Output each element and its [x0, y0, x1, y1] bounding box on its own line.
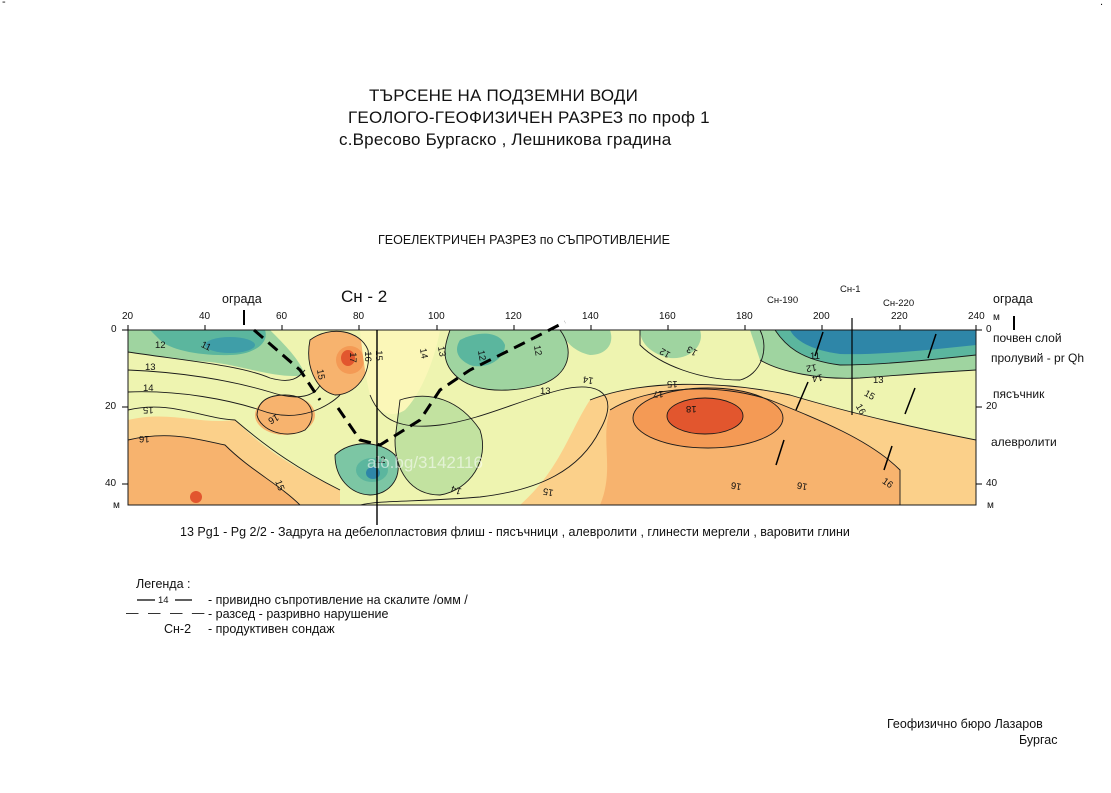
contour-label: 11: [810, 351, 820, 362]
layer-label-proluvium: пролувий - pr Qh: [991, 351, 1085, 365]
well-label-190: Сн-190: [767, 295, 799, 306]
y-unit-right-top: м: [993, 312, 1000, 323]
contour-label: 14: [582, 373, 595, 386]
well-label-220: Сн-220: [883, 298, 915, 309]
corner-mark-right: .: [1100, 0, 1104, 8]
x-tick-label: 40: [199, 311, 211, 322]
contour-label: 14: [143, 383, 154, 394]
contour-label: 12: [375, 455, 386, 466]
y-tick-label-right: 0: [986, 324, 992, 335]
contour-label: 15: [313, 368, 327, 381]
y-tick-label-left: 20: [105, 401, 117, 412]
contour-label: 13: [873, 375, 884, 386]
contour-label: 18: [686, 403, 697, 414]
y-tick-label-right: 20: [986, 401, 998, 412]
layer-label-sandstone: пясъчник: [993, 387, 1045, 401]
legend-well-symbol: Сн-2: [164, 622, 192, 636]
contour-label: 14: [416, 347, 430, 360]
contour-label: 16: [730, 479, 743, 492]
layer-label-soil: почвен слой: [993, 331, 1062, 345]
formation-note: 13 Pg1 - Pg 2/2 - Задруга на дебелопласт…: [180, 525, 850, 539]
contour-label: 12: [530, 344, 544, 357]
legend-item-fault: - разсед - разривно нарушение: [208, 607, 389, 621]
y-tick-label-right: 40: [986, 478, 998, 489]
title-line-1: ТЪРСЕНЕ НА ПОДЗЕМНИ ВОДИ: [369, 86, 639, 105]
well-label-main: Сн - 2: [341, 287, 388, 306]
layer-label-siltstone: алевролити: [991, 435, 1057, 449]
contour-label: 12: [155, 340, 166, 351]
x-tick-label: 200: [813, 311, 830, 322]
footer-company: Геофизично бюро Лазаров: [887, 717, 1043, 731]
fence-label-left: ограда: [222, 292, 262, 306]
contour-label: 17: [653, 388, 664, 399]
contour-label: 15: [542, 485, 555, 498]
x-tick-label: 120: [505, 311, 522, 322]
y-unit-right: м: [987, 500, 994, 511]
y-tick-label-left: 40: [105, 478, 117, 489]
x-tick-label: 60: [276, 311, 288, 322]
contour-label: 15: [667, 378, 678, 389]
resistivity-fill: [128, 330, 976, 505]
x-tick-label: 160: [659, 311, 676, 322]
contour-label: 13: [145, 362, 156, 373]
watermark: alo.bg/3142116: [367, 453, 483, 472]
legend-title: Легенда :: [136, 577, 191, 591]
contour-label: 16: [361, 351, 373, 362]
x-tick-label: 80: [353, 311, 365, 322]
axis-ticks: [122, 325, 982, 485]
y-tick-label-left: 0: [111, 324, 117, 335]
section-title: ГЕОЕЛЕКТРИЧЕН РАЗРЕЗ по СЪПРОТИВЛЕНИЕ: [378, 233, 670, 247]
minor-faults: [775, 331, 937, 471]
x-tick-label: 20: [122, 311, 134, 322]
legend-item-resistivity: - привидно съпротивление на скалите /омм…: [208, 593, 468, 607]
corner-mark-left: -: [2, 0, 6, 8]
contour-label: 14: [811, 371, 824, 384]
title-line-3: с.Вресово Бургаско , Лешникова градина: [339, 130, 672, 149]
contour-lines: [128, 330, 976, 505]
y-unit-left: м: [113, 500, 120, 511]
fault-lines: [253, 320, 566, 447]
contour-label: 16: [139, 433, 150, 444]
contour-label: 17: [346, 352, 358, 363]
x-tick-label: 220: [891, 311, 908, 322]
legend-symbols: [137, 599, 192, 601]
legend-contour-sample: 14: [158, 595, 169, 606]
contour-label: 13: [540, 386, 551, 397]
contour-label: 15: [143, 404, 154, 415]
footer-city: Бургас: [1019, 733, 1058, 747]
x-tick-label: 140: [582, 311, 599, 322]
x-tick-label: 240: [968, 311, 985, 322]
fence-label-right: ограда: [993, 292, 1033, 306]
legend-item-well: - продуктивен сондаж: [208, 622, 335, 636]
contour-label: 13: [434, 345, 448, 358]
x-tick-label: 100: [428, 311, 445, 322]
legend-dash-sample: — — — —: [126, 606, 208, 620]
contour-label: 15: [372, 350, 384, 361]
well-label-1: Сн-1: [840, 284, 861, 295]
contour-label: 16: [796, 479, 809, 492]
x-tick-label: 180: [736, 311, 753, 322]
title-line-2: ГЕОЛОГО-ГЕОФИЗИЧЕН РАЗРЕЗ по проф 1: [348, 108, 710, 127]
contour-label: 12: [474, 349, 488, 362]
